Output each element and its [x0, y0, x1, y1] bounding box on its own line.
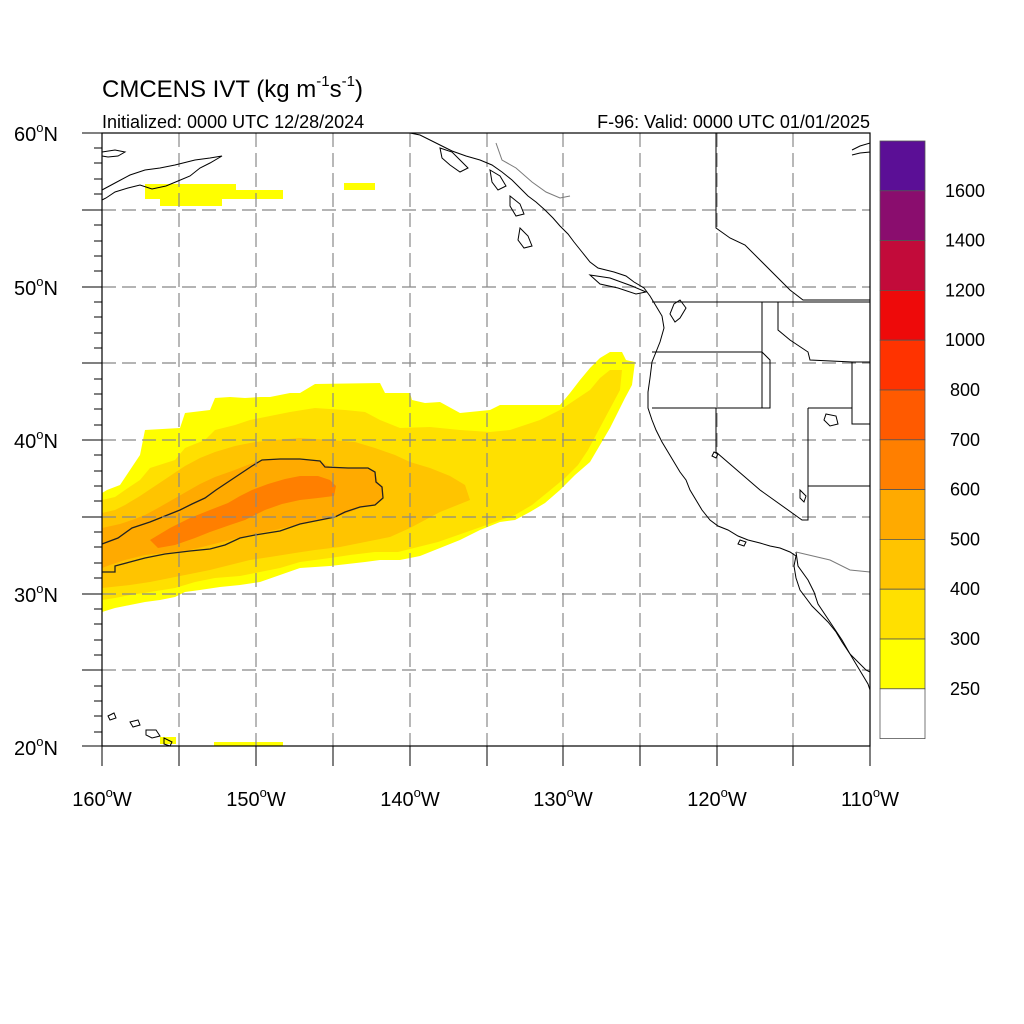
colorbar-label: 1200 — [945, 280, 985, 300]
ivt-patch-south-2 — [214, 742, 283, 746]
colorbar-swatch — [879, 339, 926, 391]
colorbar: 1600 1400 1200 1000 800 700 600 500 400 300 250 — [879, 140, 985, 739]
colorbar-label: 700 — [950, 430, 980, 450]
axis-ticks — [82, 132, 871, 766]
graticule — [102, 133, 870, 746]
colorbar-swatch — [879, 539, 926, 590]
colorbar-label: 1600 — [945, 181, 985, 201]
colorbar-swatch — [879, 289, 926, 341]
colorbar-label: 800 — [950, 380, 980, 400]
colorbar-swatch — [879, 489, 926, 540]
coastlines — [101, 132, 871, 747]
borders — [495, 133, 871, 573]
colorbar-swatch — [879, 439, 926, 490]
lat-label-50: 50oN — [14, 274, 58, 300]
colorbar-label: 250 — [950, 679, 980, 699]
ivt-500-contour-line — [101, 458, 384, 573]
figure-title: CMCENS IVT (kg m-1s-1) — [102, 73, 363, 103]
lat-label-40: 40oN — [14, 427, 58, 453]
colorbar-label: 600 — [950, 480, 980, 500]
lon-label-130: 130oW — [533, 785, 593, 811]
ivt-patch-north-2 — [344, 183, 375, 190]
colorbar-label: 300 — [950, 629, 980, 649]
colorbar-swatch — [879, 588, 926, 640]
lat-label-60: 60oN — [14, 120, 58, 146]
colorbar-swatch — [879, 688, 926, 739]
map-panel: 60oN 50oN 40oN 30oN 20oN 160oW 150oW 140… — [14, 120, 899, 811]
lat-label-30: 30oN — [14, 581, 58, 607]
colorbar-label: 500 — [950, 529, 980, 549]
longitude-labels: 160oW 150oW 140oW 130oW 120oW 110oW — [72, 785, 899, 811]
valid-time: F-96: Valid: 0000 UTC 01/01/2025 — [597, 112, 870, 132]
colorbar-label: 1400 — [945, 231, 985, 251]
colorbar-label: 1000 — [945, 330, 985, 350]
colorbar-swatch — [879, 389, 926, 441]
initialized-time: Initialized: 0000 UTC 12/28/2024 — [102, 112, 364, 132]
latitude-labels: 60oN 50oN 40oN 30oN 20oN — [14, 120, 58, 760]
colorbar-swatch — [879, 190, 926, 242]
lon-label-110: 110oW — [841, 785, 899, 811]
lon-label-120: 120oW — [687, 785, 747, 811]
colorbar-swatch — [879, 140, 926, 192]
lon-label-140: 140oW — [380, 785, 440, 811]
colorbar-swatch — [879, 240, 926, 291]
lon-label-150: 150oW — [226, 785, 286, 811]
ivt-level-600-region — [150, 476, 336, 548]
colorbar-label: 400 — [950, 579, 980, 599]
lon-label-160: 160oW — [72, 785, 132, 811]
lat-label-20: 20oN — [14, 734, 58, 760]
colorbar-swatch — [879, 638, 926, 690]
